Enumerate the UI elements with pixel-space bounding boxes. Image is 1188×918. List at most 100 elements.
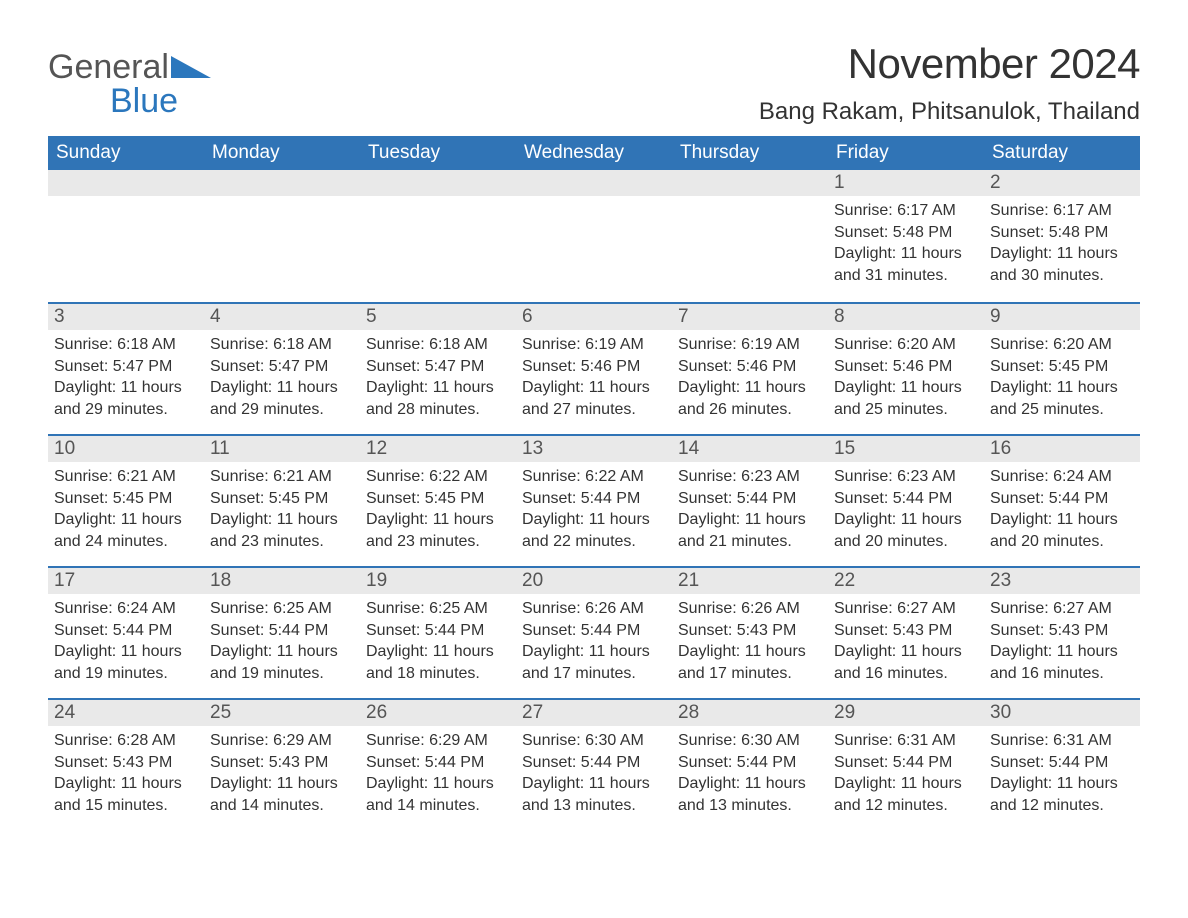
sunrise-line: Sunrise: 6:26 AM <box>522 598 666 620</box>
day-number <box>516 170 672 196</box>
day-cell <box>672 170 828 302</box>
daylight-line: Daylight: 11 hours and 29 minutes. <box>54 377 198 420</box>
day-cell <box>360 170 516 302</box>
day-details <box>204 196 360 208</box>
day-details: Sunrise: 6:26 AMSunset: 5:44 PMDaylight:… <box>516 594 672 692</box>
sunrise-line: Sunrise: 6:18 AM <box>210 334 354 356</box>
day-number: 20 <box>516 568 672 594</box>
day-details: Sunrise: 6:25 AMSunset: 5:44 PMDaylight:… <box>204 594 360 692</box>
sunrise-line: Sunrise: 6:19 AM <box>522 334 666 356</box>
day-number: 22 <box>828 568 984 594</box>
daylight-line: Daylight: 11 hours and 19 minutes. <box>210 641 354 684</box>
day-cell: 27Sunrise: 6:30 AMSunset: 5:44 PMDayligh… <box>516 700 672 830</box>
sunset-line: Sunset: 5:44 PM <box>678 488 822 510</box>
day-number <box>204 170 360 196</box>
day-cell: 14Sunrise: 6:23 AMSunset: 5:44 PMDayligh… <box>672 436 828 566</box>
daylight-line: Daylight: 11 hours and 17 minutes. <box>678 641 822 684</box>
day-number: 24 <box>48 700 204 726</box>
daylight-line: Daylight: 11 hours and 17 minutes. <box>522 641 666 684</box>
daylight-line: Daylight: 11 hours and 23 minutes. <box>210 509 354 552</box>
sunset-line: Sunset: 5:43 PM <box>210 752 354 774</box>
day-cell: 4Sunrise: 6:18 AMSunset: 5:47 PMDaylight… <box>204 304 360 434</box>
weekday-header: Friday <box>828 136 984 170</box>
daylight-line: Daylight: 11 hours and 19 minutes. <box>54 641 198 684</box>
day-number: 5 <box>360 304 516 330</box>
day-details: Sunrise: 6:18 AMSunset: 5:47 PMDaylight:… <box>48 330 204 428</box>
sunrise-line: Sunrise: 6:21 AM <box>54 466 198 488</box>
sunset-line: Sunset: 5:44 PM <box>834 752 978 774</box>
week-row: 17Sunrise: 6:24 AMSunset: 5:44 PMDayligh… <box>48 566 1140 698</box>
sunrise-line: Sunrise: 6:22 AM <box>522 466 666 488</box>
day-number: 10 <box>48 436 204 462</box>
day-details: Sunrise: 6:17 AMSunset: 5:48 PMDaylight:… <box>828 196 984 294</box>
sunrise-line: Sunrise: 6:20 AM <box>834 334 978 356</box>
day-number: 25 <box>204 700 360 726</box>
day-details: Sunrise: 6:30 AMSunset: 5:44 PMDaylight:… <box>516 726 672 824</box>
day-cell: 11Sunrise: 6:21 AMSunset: 5:45 PMDayligh… <box>204 436 360 566</box>
daylight-line: Daylight: 11 hours and 24 minutes. <box>54 509 198 552</box>
day-cell: 29Sunrise: 6:31 AMSunset: 5:44 PMDayligh… <box>828 700 984 830</box>
sunrise-line: Sunrise: 6:20 AM <box>990 334 1134 356</box>
sunset-line: Sunset: 5:43 PM <box>54 752 198 774</box>
daylight-line: Daylight: 11 hours and 13 minutes. <box>522 773 666 816</box>
day-details: Sunrise: 6:29 AMSunset: 5:44 PMDaylight:… <box>360 726 516 824</box>
day-cell <box>48 170 204 302</box>
day-number: 12 <box>360 436 516 462</box>
logo-text-1: General <box>48 48 169 86</box>
sunrise-line: Sunrise: 6:30 AM <box>678 730 822 752</box>
day-details: Sunrise: 6:19 AMSunset: 5:46 PMDaylight:… <box>672 330 828 428</box>
day-details: Sunrise: 6:27 AMSunset: 5:43 PMDaylight:… <box>828 594 984 692</box>
sunrise-line: Sunrise: 6:31 AM <box>834 730 978 752</box>
day-details: Sunrise: 6:31 AMSunset: 5:44 PMDaylight:… <box>828 726 984 824</box>
sunrise-line: Sunrise: 6:24 AM <box>990 466 1134 488</box>
daylight-line: Daylight: 11 hours and 25 minutes. <box>990 377 1134 420</box>
sunset-line: Sunset: 5:43 PM <box>834 620 978 642</box>
day-details: Sunrise: 6:27 AMSunset: 5:43 PMDaylight:… <box>984 594 1140 692</box>
daylight-line: Daylight: 11 hours and 12 minutes. <box>834 773 978 816</box>
day-number <box>48 170 204 196</box>
day-number: 8 <box>828 304 984 330</box>
day-details: Sunrise: 6:30 AMSunset: 5:44 PMDaylight:… <box>672 726 828 824</box>
day-cell <box>516 170 672 302</box>
logo-text-2: Blue <box>110 82 178 120</box>
day-number: 19 <box>360 568 516 594</box>
daylight-line: Daylight: 11 hours and 16 minutes. <box>834 641 978 684</box>
daylight-line: Daylight: 11 hours and 30 minutes. <box>990 243 1134 286</box>
day-cell: 15Sunrise: 6:23 AMSunset: 5:44 PMDayligh… <box>828 436 984 566</box>
daylight-line: Daylight: 11 hours and 20 minutes. <box>990 509 1134 552</box>
week-row: 10Sunrise: 6:21 AMSunset: 5:45 PMDayligh… <box>48 434 1140 566</box>
sunset-line: Sunset: 5:46 PM <box>522 356 666 378</box>
sunset-line: Sunset: 5:44 PM <box>54 620 198 642</box>
weekday-header: Saturday <box>984 136 1140 170</box>
weekday-header: Sunday <box>48 136 204 170</box>
day-number: 2 <box>984 170 1140 196</box>
daylight-line: Daylight: 11 hours and 15 minutes. <box>54 773 198 816</box>
day-cell: 2Sunrise: 6:17 AMSunset: 5:48 PMDaylight… <box>984 170 1140 302</box>
weeks-container: 1Sunrise: 6:17 AMSunset: 5:48 PMDaylight… <box>48 170 1140 830</box>
sunset-line: Sunset: 5:47 PM <box>366 356 510 378</box>
sunset-line: Sunset: 5:44 PM <box>366 752 510 774</box>
weekday-header: Tuesday <box>360 136 516 170</box>
sunrise-line: Sunrise: 6:17 AM <box>834 200 978 222</box>
sunrise-line: Sunrise: 6:30 AM <box>522 730 666 752</box>
sunset-line: Sunset: 5:44 PM <box>678 752 822 774</box>
day-details: Sunrise: 6:21 AMSunset: 5:45 PMDaylight:… <box>204 462 360 560</box>
sunset-line: Sunset: 5:43 PM <box>678 620 822 642</box>
daylight-line: Daylight: 11 hours and 28 minutes. <box>366 377 510 420</box>
sunset-line: Sunset: 5:44 PM <box>990 752 1134 774</box>
calendar: SundayMondayTuesdayWednesdayThursdayFrid… <box>48 136 1140 830</box>
day-number <box>360 170 516 196</box>
day-cell: 25Sunrise: 6:29 AMSunset: 5:43 PMDayligh… <box>204 700 360 830</box>
sunrise-line: Sunrise: 6:23 AM <box>678 466 822 488</box>
sunrise-line: Sunrise: 6:22 AM <box>366 466 510 488</box>
day-number: 30 <box>984 700 1140 726</box>
week-row: 24Sunrise: 6:28 AMSunset: 5:43 PMDayligh… <box>48 698 1140 830</box>
day-cell: 13Sunrise: 6:22 AMSunset: 5:44 PMDayligh… <box>516 436 672 566</box>
day-details: Sunrise: 6:28 AMSunset: 5:43 PMDaylight:… <box>48 726 204 824</box>
month-title: November 2024 <box>759 40 1140 88</box>
weekday-header: Thursday <box>672 136 828 170</box>
sunrise-line: Sunrise: 6:19 AM <box>678 334 822 356</box>
day-details <box>516 196 672 208</box>
sunset-line: Sunset: 5:46 PM <box>678 356 822 378</box>
daylight-line: Daylight: 11 hours and 23 minutes. <box>366 509 510 552</box>
